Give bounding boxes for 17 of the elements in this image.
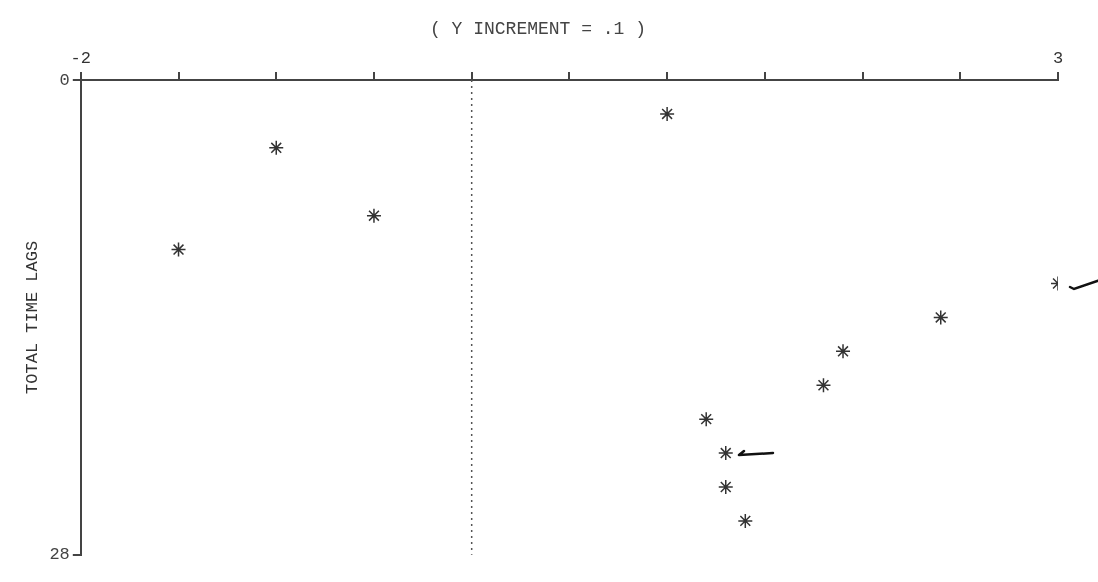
point	[932, 309, 949, 326]
y-tick-label: 0	[59, 70, 70, 90]
point	[815, 377, 832, 393]
y-axis-title: TOTAL TIME LAGS	[22, 240, 42, 394]
point	[268, 140, 284, 156]
point	[718, 479, 734, 495]
point	[718, 445, 734, 461]
x-tick-label: 3	[1052, 49, 1064, 69]
point	[698, 411, 714, 427]
point	[659, 106, 675, 122]
point	[170, 241, 187, 258]
x-tick-label: -2	[70, 49, 92, 69]
y-tick-label: 28	[49, 545, 70, 565]
point	[737, 513, 754, 529]
point	[366, 207, 382, 224]
point	[835, 343, 851, 360]
chart-title: ( Y INCREMENT = .1 )	[429, 18, 647, 39]
